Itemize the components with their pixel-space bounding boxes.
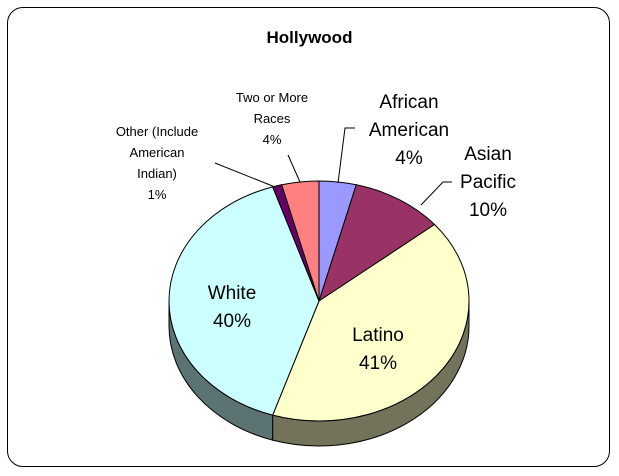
leader-line-1	[420, 181, 452, 206]
pie-slice-2	[271, 223, 470, 422]
pie-slice-5	[281, 180, 320, 302]
pie-slice-1	[318, 184, 436, 303]
slice-label-4: Other (Include American Indian) 1%	[116, 124, 198, 202]
slice-label-0: African American 4%	[369, 92, 449, 169]
slice-label-2: Latino 41%	[352, 325, 404, 374]
leader-line-4	[214, 162, 276, 188]
slice-label-3: White 40%	[208, 283, 257, 332]
slice-label-1: Asian Pacific 10%	[460, 144, 516, 221]
pie-slices	[168, 180, 470, 422]
pie-slice-3	[168, 186, 320, 416]
leader-line-0	[337, 127, 355, 184]
leader-line-5	[287, 154, 301, 183]
chart-title: Hollywood	[266, 28, 353, 47]
slice-labels: African American 4% Asian Pacific 10% Latino 41…	[116, 90, 516, 374]
slice-label-5: Two or More Races 4%	[236, 90, 308, 147]
